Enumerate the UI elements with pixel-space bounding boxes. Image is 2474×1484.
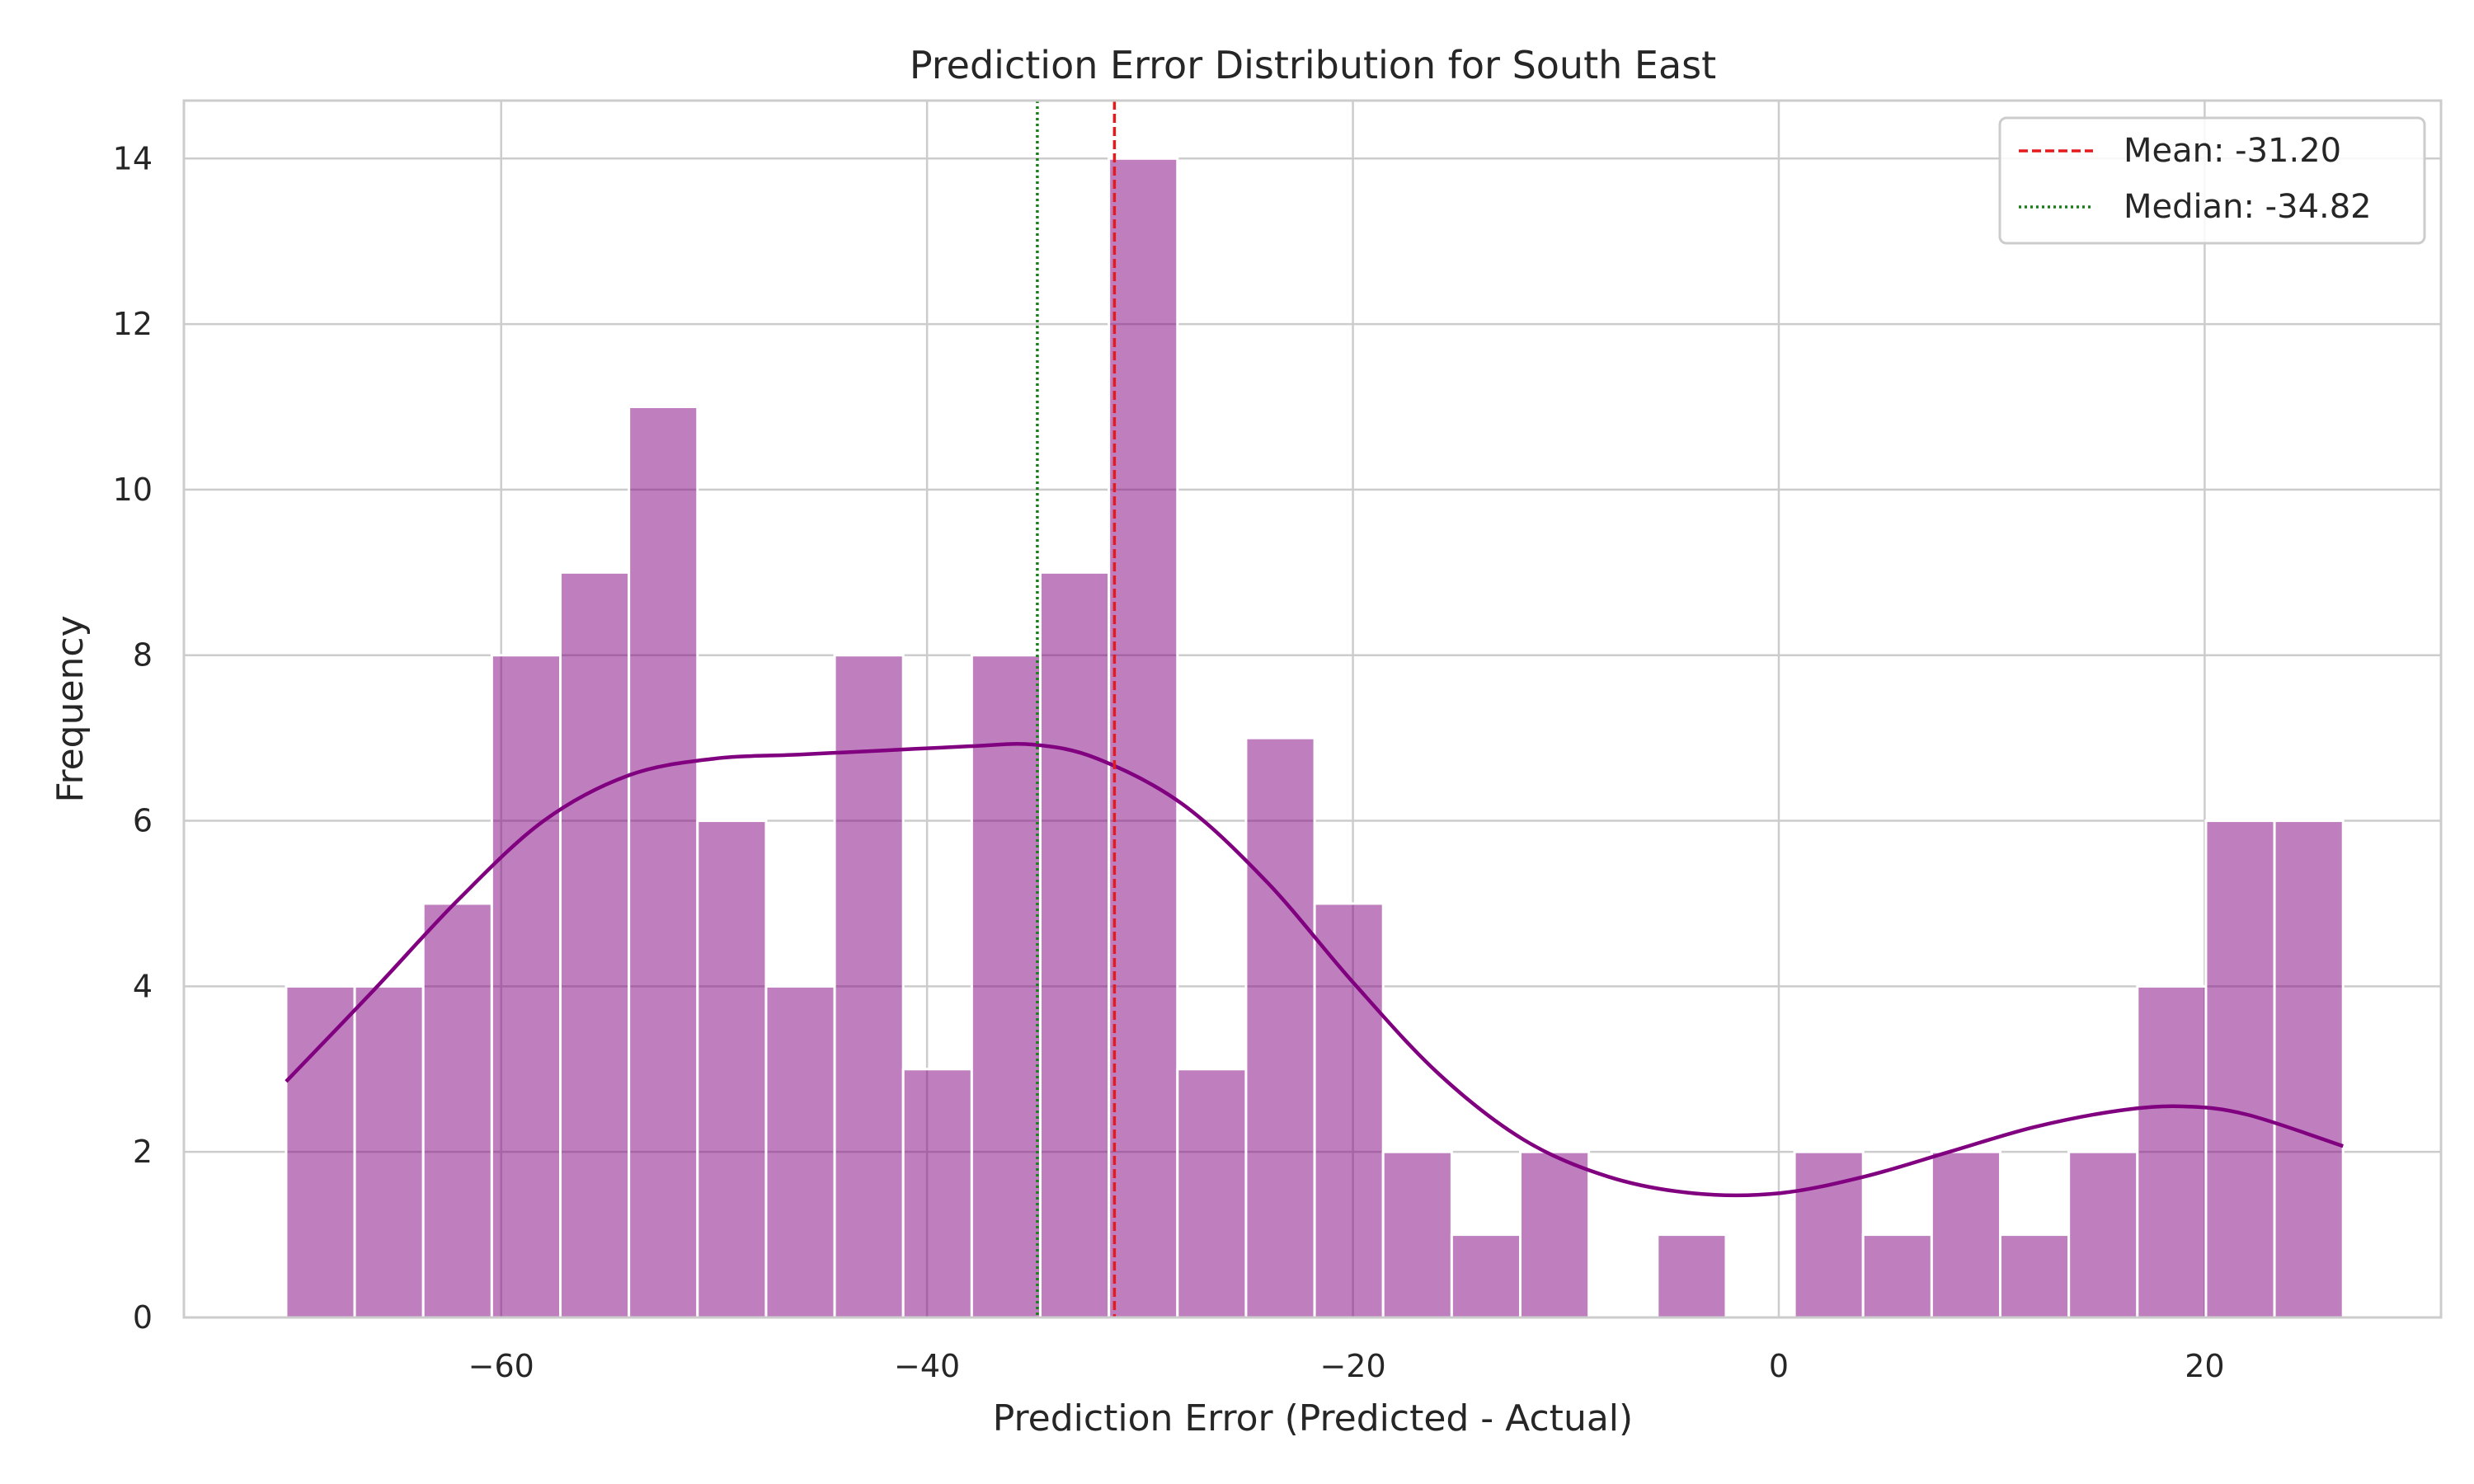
histogram-bar-27 [2136,984,2208,1319]
histogram-bar-22 [1793,1150,1865,1319]
legend-median-label: Median: -34.82 [2124,188,2372,226]
histogram-bar-14 [1244,736,1316,1319]
y-tick-label: 0 [133,1299,153,1336]
y-tick-label: 4 [133,968,153,1004]
histogram-bar-0 [285,984,356,1319]
histogram-bar-12 [1108,157,1179,1319]
y-tick-label: 8 [133,637,153,674]
histogram-bars [285,157,2345,1319]
chart-title: Prediction Error Distribution for South … [910,43,1716,87]
histogram-bar-24 [1930,1150,2002,1319]
histogram-bar-3 [490,654,562,1319]
histogram-bar-17 [1450,1233,1522,1319]
y-tick-label: 14 [113,140,153,176]
histogram-bar-9 [901,1068,973,1319]
x-tick-label: −60 [468,1348,534,1384]
histogram-bar-29 [2273,819,2345,1319]
plot-frame [182,99,2443,1319]
x-tick-labels: −60 −40 −20 0 20 [468,1348,2225,1384]
y-tick-label: 10 [113,472,153,508]
legend-box [1998,116,2426,245]
reference-lines [1036,101,1117,1317]
histogram-bar-6 [696,819,768,1319]
histogram-bar-4 [559,571,631,1319]
histogram-bar-8 [833,654,905,1319]
legend-mean-label: Mean: -31.20 [2124,132,2341,170]
y-axis-label: Frequency [49,615,92,802]
histogram-bar-28 [2204,819,2276,1319]
histogram-bar-10 [970,654,1042,1319]
histogram-bar-23 [1861,1233,1933,1319]
x-tick-label: 0 [1769,1348,1789,1384]
kde-curve [285,742,2344,1198]
histogram-bar-13 [1176,1068,1248,1319]
legend: Mean: -31.20 Median: -34.82 [1998,116,2426,245]
histogram-bar-2 [421,902,493,1319]
histogram-bar-11 [1039,571,1111,1319]
kde-curve-group [285,742,2344,1198]
histogram-bar-5 [628,406,699,1319]
histogram-bar-26 [2067,1150,2139,1319]
x-tick-label: 20 [2185,1348,2224,1384]
histogram-bar-1 [353,984,425,1319]
histogram-bar-18 [1519,1150,1591,1319]
histogram-bar-25 [1999,1233,2071,1319]
histogram-bar-20 [1656,1233,1728,1319]
x-axis-label: Prediction Error (Predicted - Actual) [993,1397,1633,1439]
x-tick-label: −20 [1319,1348,1385,1384]
y-tick-label: 6 [133,803,153,839]
histogram-bar-16 [1381,1150,1453,1319]
y-tick-labels: 0 2 4 6 8 10 12 14 [113,140,153,1336]
x-tick-label: −40 [894,1348,960,1384]
y-tick-label: 12 [113,306,153,342]
histogram-bar-15 [1313,902,1385,1319]
y-tick-label: 2 [133,1134,153,1170]
histogram-bar-7 [764,984,836,1319]
